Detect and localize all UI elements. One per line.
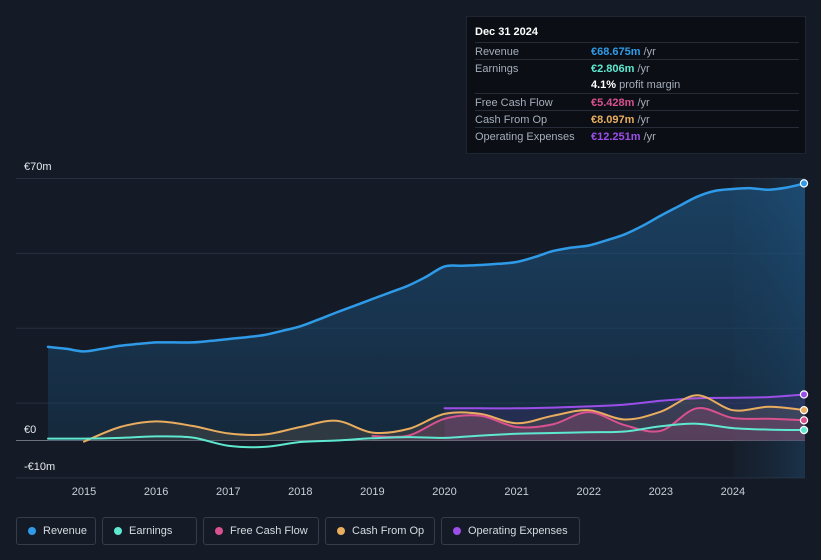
- revenue-line: [46, 182, 807, 353]
- free-cash-flow-end-point: [799, 416, 809, 425]
- tooltip-value: €2.806m /yr: [591, 63, 650, 75]
- tooltip-row-earnings: Earnings €2.806m /yr: [475, 59, 799, 77]
- legend-item-free-cash-flow[interactable]: Free Cash Flow: [203, 517, 319, 545]
- chart-svg: 2015 2016 2017 2018 2019 2020 2021 2022 2023 2024: [16, 178, 809, 498]
- legend-dot-icon: [453, 527, 461, 535]
- revenue-area: [48, 183, 805, 441]
- legend-label: Cash From Op: [352, 525, 425, 537]
- revenue-end-point: [799, 179, 809, 188]
- tooltip-label: Revenue: [475, 46, 520, 58]
- legend-label: Free Cash Flow: [230, 525, 308, 537]
- cash-from-op-end-point: [799, 405, 809, 415]
- tooltip-row-operating-expenses: Operating Expenses €12.251m /yr: [475, 127, 799, 145]
- cash-from-op-line: [83, 394, 806, 443]
- x-tick-label: 2016: [144, 486, 168, 498]
- tooltip-value-number: €5.428m: [591, 97, 635, 109]
- legend-label: Operating Expenses: [468, 525, 568, 537]
- data-tooltip: Dec 31 2024 Revenue €68.675m /yr Earning…: [466, 16, 806, 154]
- x-tick-label: 2021: [504, 486, 528, 498]
- tooltip-unit: profit margin: [619, 79, 681, 91]
- legend-label: Earnings: [129, 525, 173, 537]
- x-tick-label: 2023: [649, 486, 673, 498]
- x-tick-label: 2017: [216, 486, 240, 498]
- tooltip-row-free-cash-flow: Free Cash Flow €5.428m /yr: [475, 93, 799, 111]
- legend-dot-icon: [337, 527, 345, 535]
- x-tick-label: 2022: [576, 486, 600, 498]
- tooltip-label: Cash From Op: [475, 114, 548, 126]
- tooltip-label: Earnings: [475, 63, 519, 75]
- tooltip-unit: /yr: [637, 97, 650, 109]
- tooltip-row-profit-margin: 4.1% profit margin: [475, 76, 799, 93]
- tooltip-unit: /yr: [637, 63, 650, 75]
- operating-expenses-area: [444, 394, 805, 441]
- y-tick-label-zero: €0: [24, 424, 37, 436]
- legend-item-cash-from-op[interactable]: Cash From Op: [325, 517, 435, 545]
- earnings-end-point: [799, 425, 809, 435]
- y-tick-label-bottom: -€10m: [24, 461, 56, 473]
- tooltip-value-number: €12.251m: [591, 131, 641, 143]
- x-tick-label: 2015: [72, 486, 96, 498]
- tooltip-value: €68.675m /yr: [591, 46, 656, 58]
- tooltip-date: Dec 31 2024: [475, 26, 538, 38]
- y-tick-label-top: €70m: [24, 161, 52, 173]
- tooltip-value-number: €2.806m: [591, 63, 635, 75]
- free-cash-flow-line: [371, 407, 806, 438]
- legend-dot-icon: [28, 527, 36, 535]
- legend-label: Revenue: [43, 525, 88, 537]
- x-tick-label: 2019: [360, 486, 384, 498]
- tooltip-value: €8.097m /yr: [591, 114, 650, 126]
- tooltip-value-number: €68.675m: [591, 46, 641, 58]
- tooltip-value-number: 4.1%: [591, 79, 617, 91]
- tooltip-unit: /yr: [637, 114, 650, 126]
- chart-area: 2015 2016 2017 2018 2019 2020 2021 2022 2023 2024…: [16, 161, 809, 498]
- legend-item-revenue[interactable]: Revenue: [16, 517, 96, 545]
- tooltip-unit: /yr: [643, 46, 656, 58]
- tooltip-label: Operating Expenses: [475, 131, 575, 143]
- tooltip-value-number: €8.097m: [591, 114, 635, 126]
- tooltip-value: €12.251m /yr: [591, 131, 656, 143]
- tooltip-value: 4.1% profit margin: [591, 79, 680, 91]
- tooltip-row-cash-from-op: Cash From Op €8.097m /yr: [475, 110, 799, 128]
- x-tick-label: 2018: [288, 486, 312, 498]
- tooltip-row-revenue: Revenue €68.675m /yr: [475, 42, 799, 60]
- x-tick-label: 2020: [432, 486, 456, 498]
- operating-expenses-end-point: [799, 390, 809, 399]
- legend-dot-icon: [215, 527, 223, 535]
- legend-dot-icon: [114, 527, 122, 535]
- operating-expenses-line: [443, 393, 806, 410]
- x-tick-label: 2024: [721, 486, 745, 498]
- tooltip-label: Free Cash Flow: [475, 97, 553, 109]
- tooltip-value: €5.428m /yr: [591, 97, 650, 109]
- earnings-line: [47, 422, 806, 449]
- legend-item-earnings[interactable]: Earnings: [102, 517, 197, 545]
- legend-item-operating-expenses[interactable]: Operating Expenses: [441, 517, 580, 545]
- tooltip-unit: /yr: [643, 131, 656, 143]
